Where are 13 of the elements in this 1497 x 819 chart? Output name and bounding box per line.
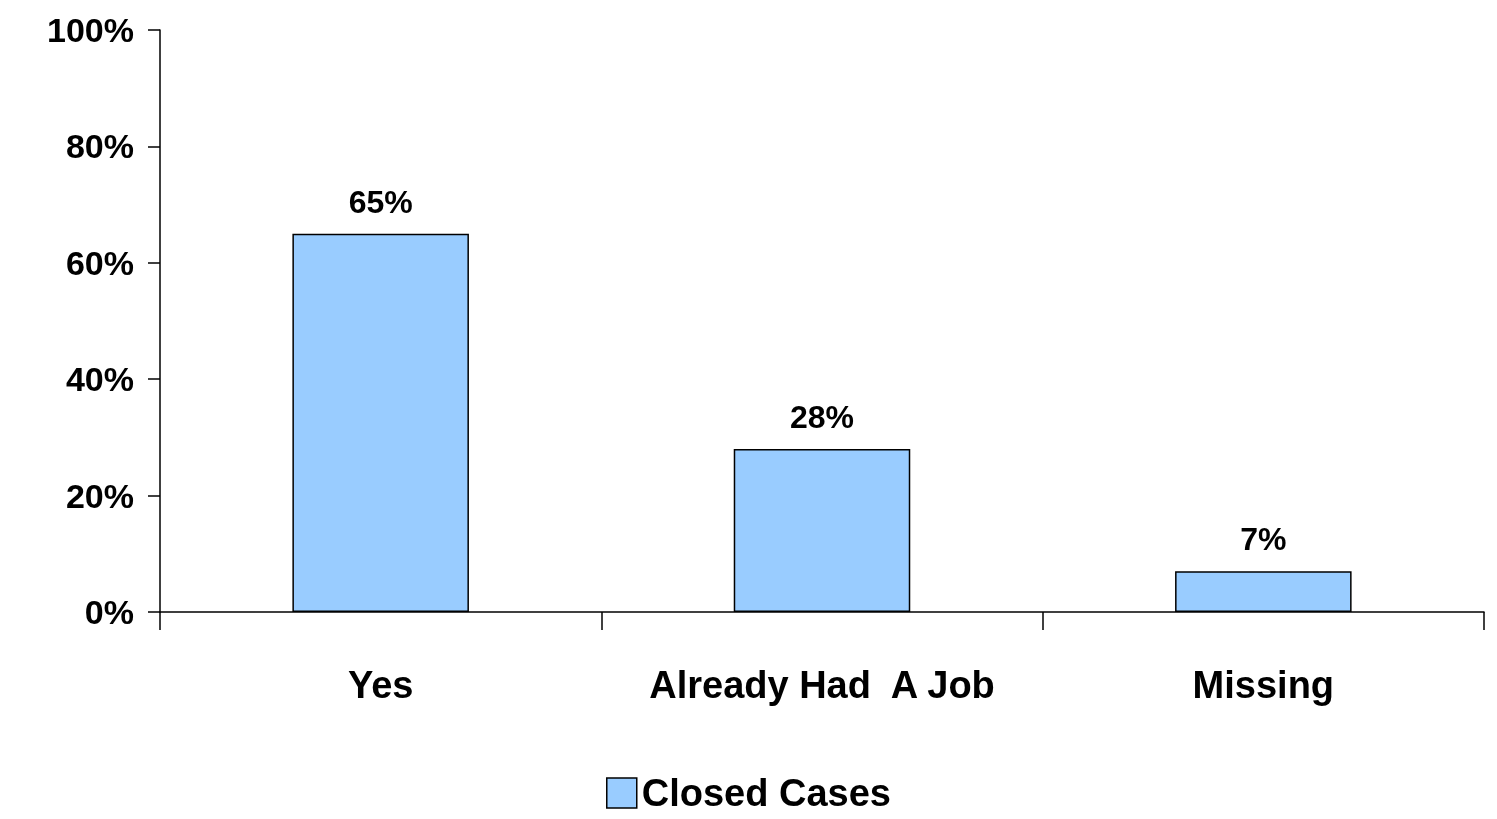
x-tick-label: Yes	[347, 664, 414, 706]
x-tick-label: Already Had A Job	[649, 664, 995, 706]
y-tick-label: 80%	[65, 127, 134, 166]
data-label: 65%	[348, 183, 413, 220]
y-tick-label: 100%	[47, 11, 134, 49]
y-tick-label: 0%	[84, 593, 134, 631]
y-tick-label: 40%	[65, 360, 134, 399]
x-tick-label: Missing	[1192, 664, 1335, 706]
legend-label: Closed Cases	[641, 772, 891, 814]
y-tick-label: 20%	[65, 476, 134, 515]
y-tick-label: 60%	[65, 243, 134, 282]
data-label: 28%	[789, 399, 855, 436]
data-label: 7%	[1240, 521, 1287, 558]
